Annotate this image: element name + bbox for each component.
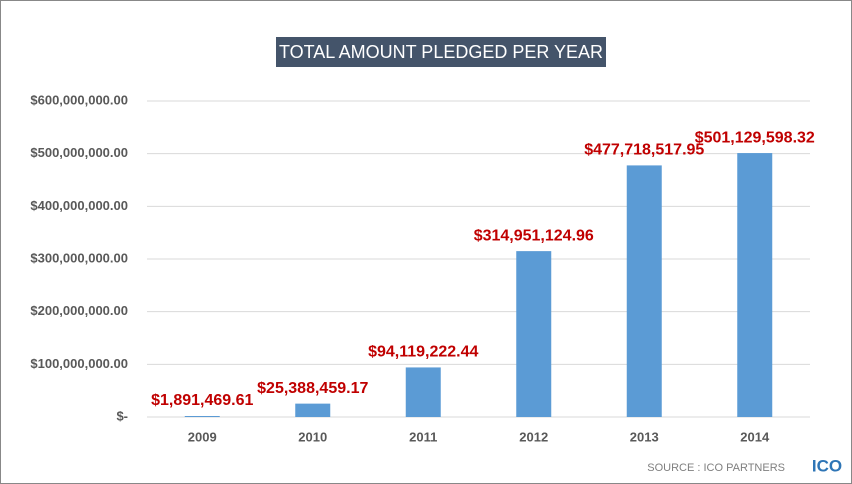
x-tick-label: 2013 xyxy=(630,429,659,444)
y-tick-label: $500,000,000.00 xyxy=(30,145,128,160)
chart-title: TOTAL AMOUNT PLEDGED PER YEAR xyxy=(279,42,603,62)
x-tick-label: 2014 xyxy=(740,429,770,444)
y-tick-label: $200,000,000.00 xyxy=(30,303,128,318)
y-tick-label: $- xyxy=(116,408,128,423)
x-tick-label: 2011 xyxy=(409,429,437,444)
value-label: $25,388,459.17 xyxy=(257,380,368,397)
y-tick-label: $400,000,000.00 xyxy=(30,198,128,213)
source: SOURCE : ICO PARTNERS xyxy=(647,462,785,474)
x-tick-label: 2009 xyxy=(188,429,217,444)
bar xyxy=(295,403,331,417)
y-tick-label: $100,000,000.00 xyxy=(30,356,128,371)
title-box xyxy=(276,37,606,67)
bar xyxy=(626,165,662,417)
bar xyxy=(184,416,220,417)
value-label: $477,718,517.95 xyxy=(584,142,704,159)
value-label: $314,951,124.96 xyxy=(474,227,594,244)
value-label: $94,119,222.44 xyxy=(368,344,478,361)
value-label: $1,891,469.61 xyxy=(151,392,253,409)
bar xyxy=(737,153,773,417)
bar xyxy=(405,367,441,417)
y-tick-label: $300,000,000.00 xyxy=(30,250,128,265)
bar xyxy=(516,251,552,417)
logo: ICO xyxy=(812,456,842,475)
y-tick-label: $600,000,000.00 xyxy=(30,92,128,107)
value-label: $501,129,598.32 xyxy=(695,129,815,146)
x-tick-label: 2010 xyxy=(298,429,327,444)
x-tick-label: 2012 xyxy=(519,429,548,444)
